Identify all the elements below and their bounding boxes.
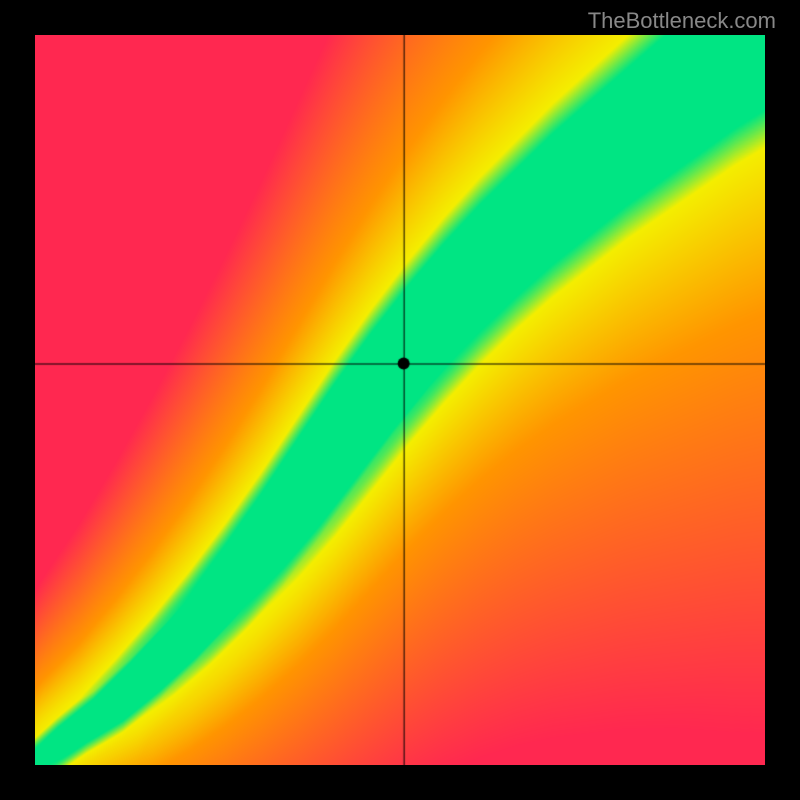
heatmap-canvas [35,35,765,765]
watermark-text: TheBottleneck.com [588,8,776,34]
